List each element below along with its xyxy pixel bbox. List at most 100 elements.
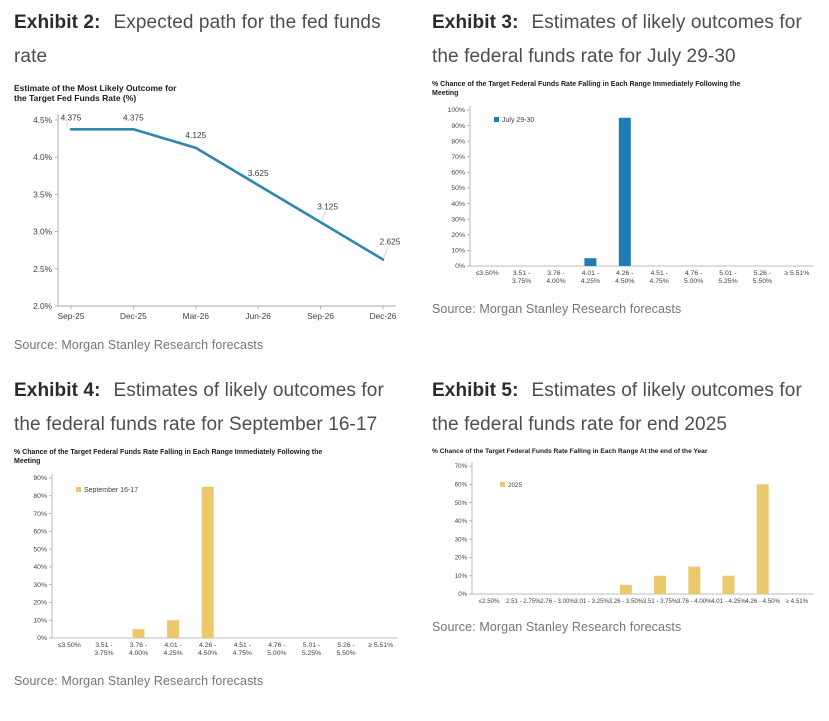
svg-text:2.51 - 2.75%: 2.51 - 2.75%: [506, 598, 541, 605]
svg-text:40%: 40%: [455, 518, 468, 525]
exhibit-3-source-note: Source: Morgan Stanley Research forecast…: [432, 301, 682, 316]
svg-text:90%: 90%: [33, 475, 47, 482]
svg-text:4.01 - 4.25%: 4.01 - 4.25%: [711, 598, 746, 605]
exhibit-2-chart-title: Estimate of the Most Likely Outcome for …: [14, 82, 177, 104]
svg-text:≥ 5.51%: ≥ 5.51%: [368, 642, 393, 649]
exhibit-2-source-note: Source: Morgan Stanley Research forecast…: [14, 337, 264, 352]
svg-text:10%: 10%: [455, 573, 468, 580]
svg-text:2.76 - 3.00%: 2.76 - 3.00%: [540, 598, 575, 605]
svg-text:4.00%: 4.00%: [546, 278, 565, 285]
exhibit-4-title-text: Estimates of likely outcomes for the fed…: [14, 380, 384, 435]
svg-text:3.125: 3.125: [317, 201, 338, 211]
svg-text:5.25%: 5.25%: [302, 650, 321, 657]
svg-text:0%: 0%: [455, 263, 465, 270]
svg-text:2.625: 2.625: [380, 236, 401, 246]
svg-text:3.51 -: 3.51 -: [95, 642, 112, 649]
svg-text:4.26 -: 4.26 -: [199, 642, 216, 649]
svg-text:3.76 - 4.00%: 3.76 - 4.00%: [677, 598, 712, 605]
svg-text:Mar-26: Mar-26: [183, 311, 210, 321]
exhibit-3-chart-title: % Chance of the Target Federal Funds Rat…: [432, 80, 741, 97]
svg-text:Jun-26: Jun-26: [246, 311, 272, 321]
svg-text:80%: 80%: [33, 493, 47, 500]
svg-text:90%: 90%: [451, 123, 465, 130]
svg-text:60%: 60%: [33, 528, 47, 535]
svg-text:30%: 30%: [451, 216, 465, 223]
svg-text:60%: 60%: [455, 482, 468, 489]
svg-text:Dec-25: Dec-25: [120, 311, 147, 321]
september-meeting-bar-chart: 0% 10% 20% 30% 40% 50% 60% 70% 80% 90% ≤3.50% 3.51 …: [33, 473, 398, 657]
svg-text:Dec-26: Dec-26: [370, 311, 397, 321]
svg-text:2.0%: 2.0%: [33, 301, 53, 311]
svg-text:2.5%: 2.5%: [33, 264, 53, 274]
svg-text:4.25%: 4.25%: [581, 278, 600, 285]
svg-text:4.51 -: 4.51 -: [234, 642, 251, 649]
svg-text:2025: 2025: [508, 482, 523, 489]
exhibit-4-section: Exhibit 4: Estimates of likely outcomes f…: [14, 374, 406, 688]
svg-text:20%: 20%: [451, 232, 465, 239]
svg-text:4.0%: 4.0%: [33, 152, 53, 162]
svg-text:5.01 -: 5.01 -: [719, 270, 736, 277]
svg-text:30%: 30%: [33, 582, 47, 589]
exhibit-3-title: Exhibit 3: Estimates of likely outcomes f…: [432, 6, 822, 74]
svg-text:3.5%: 3.5%: [33, 189, 53, 199]
exhibit-5-source-note: Source: Morgan Stanley Research forecast…: [432, 620, 682, 635]
svg-text:50%: 50%: [455, 500, 468, 507]
exhibit-3-section: Exhibit 3: Estimates of likely outcomes f…: [432, 6, 822, 316]
svg-text:4.5%: 4.5%: [33, 115, 53, 125]
exhibit-5-title: Exhibit 5: Estimates of likely outcomes f…: [432, 374, 822, 442]
svg-text:4.25%: 4.25%: [163, 650, 182, 657]
svg-text:5.01 -: 5.01 -: [303, 642, 320, 649]
svg-text:≤3.50%: ≤3.50%: [476, 270, 499, 277]
svg-text:5.50%: 5.50%: [336, 650, 355, 657]
exhibit-4-label: Exhibit 4:: [14, 380, 101, 401]
svg-text:3.76 -: 3.76 -: [547, 270, 564, 277]
svg-text:4.76 -: 4.76 -: [685, 270, 702, 277]
svg-text:3.0%: 3.0%: [33, 226, 53, 236]
svg-text:4.51 -: 4.51 -: [651, 270, 668, 277]
svg-text:20%: 20%: [455, 555, 468, 562]
svg-text:60%: 60%: [451, 169, 465, 176]
svg-text:5.00%: 5.00%: [267, 650, 286, 657]
svg-text:4.50%: 4.50%: [615, 278, 634, 285]
exhibit-2-label: Exhibit 2:: [14, 12, 101, 33]
svg-text:4.00%: 4.00%: [129, 650, 148, 657]
exhibit-2-title: Exhibit 2: Expected path for the fed fund…: [14, 6, 406, 74]
exhibit-5-title-text: Estimates of likely outcomes for the fed…: [432, 380, 802, 435]
svg-text:Sep-25: Sep-25: [58, 311, 85, 321]
svg-text:5.26 -: 5.26 -: [754, 270, 771, 277]
svg-text:3.75%: 3.75%: [512, 278, 531, 285]
svg-text:September 16-17: September 16-17: [84, 487, 138, 494]
svg-text:50%: 50%: [33, 546, 47, 553]
svg-text:4.75%: 4.75%: [650, 278, 669, 285]
svg-text:0%: 0%: [458, 591, 467, 598]
svg-text:≤2.50%: ≤2.50%: [479, 598, 500, 605]
svg-text:3.625: 3.625: [248, 168, 269, 178]
svg-text:3.01 - 3.25%: 3.01 - 3.25%: [574, 598, 609, 605]
svg-text:4.01 -: 4.01 -: [582, 270, 599, 277]
exhibit-3-label: Exhibit 3:: [432, 12, 519, 33]
svg-text:4.26 -: 4.26 -: [616, 270, 633, 277]
july-meeting-bar-chart: 0% 10% 20% 30% 40% 50% 60% 70% 80% 90% 100% ≤3.50% 3…: [448, 105, 814, 285]
svg-text:Sep-26: Sep-26: [307, 311, 334, 321]
svg-text:4.75%: 4.75%: [233, 650, 252, 657]
svg-text:3.76 -: 3.76 -: [130, 642, 147, 649]
svg-text:4.26 - 4.50%: 4.26 - 4.50%: [745, 598, 780, 605]
svg-text:40%: 40%: [451, 201, 465, 208]
svg-text:≥ 5.51%: ≥ 5.51%: [784, 270, 809, 277]
exhibit-5-chart-title: % Chance of the Target Federal Funds Rat…: [432, 447, 708, 455]
svg-text:3.51 - 3.75%: 3.51 - 3.75%: [643, 598, 678, 605]
svg-text:4.01 -: 4.01 -: [164, 642, 181, 649]
svg-text:5.26 -: 5.26 -: [337, 642, 354, 649]
end-2025-bar-chart: 0% 10% 20% 30% 40% 50% 60% 70% ≤2.50% 2.51 - 2.75…: [455, 462, 814, 605]
svg-text:4.50%: 4.50%: [198, 650, 217, 657]
svg-text:4.76 -: 4.76 -: [268, 642, 285, 649]
svg-text:10%: 10%: [451, 247, 465, 254]
exhibit-2-section: Exhibit 2: Expected path for the fed fund…: [14, 6, 406, 352]
svg-text:0%: 0%: [37, 635, 47, 642]
exhibit-4-chart-title: % Chance of the Target Federal Funds Rat…: [14, 448, 323, 465]
svg-text:70%: 70%: [33, 511, 47, 518]
svg-text:70%: 70%: [451, 154, 465, 161]
exhibit-5-label: Exhibit 5:: [432, 380, 519, 401]
svg-text:4.125: 4.125: [185, 130, 206, 140]
